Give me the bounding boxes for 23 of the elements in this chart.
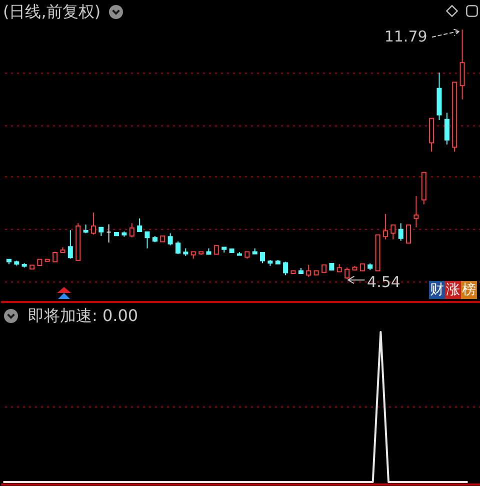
candlestick xyxy=(283,261,288,276)
candlestick xyxy=(90,212,96,236)
candlestick xyxy=(382,213,388,240)
candlestick xyxy=(460,29,465,100)
chart-title: (日线,前复权) xyxy=(3,2,101,21)
candlestick xyxy=(260,252,266,264)
candlestick xyxy=(414,196,419,228)
candlestick xyxy=(444,112,450,145)
candlestick xyxy=(137,218,142,232)
annotation: 财涨榜 xyxy=(429,281,477,299)
candlestick xyxy=(175,240,180,254)
candlestick xyxy=(129,222,134,238)
candlestick xyxy=(144,231,150,249)
candlestick xyxy=(406,224,412,244)
candlestick xyxy=(344,267,350,280)
candlestick xyxy=(398,222,404,242)
candlestick xyxy=(390,224,396,240)
chart-title: 即将加速: 0.00 xyxy=(28,306,138,325)
candlestick xyxy=(168,232,173,246)
candlestick xyxy=(306,264,312,278)
annotation: 11.79 xyxy=(384,28,428,46)
annotation: 4.54 xyxy=(367,272,400,291)
candlestick xyxy=(68,230,73,260)
